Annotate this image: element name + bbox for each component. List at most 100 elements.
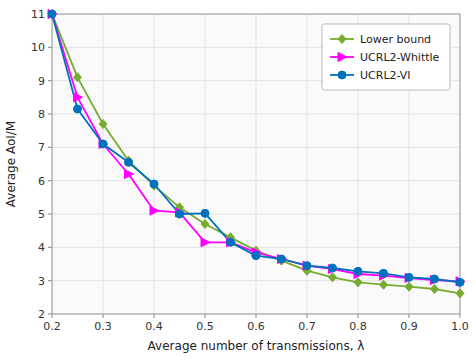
y-grid-line bbox=[52, 180, 460, 181]
y-tick-label: 3 bbox=[38, 275, 45, 288]
x-grid-line bbox=[154, 14, 155, 314]
point bbox=[150, 180, 158, 188]
point bbox=[99, 140, 108, 149]
legend-marker bbox=[338, 53, 347, 62]
y-tick-label: 8 bbox=[38, 108, 45, 121]
x-tick-label: 0.2 bbox=[43, 320, 61, 333]
point bbox=[74, 105, 82, 113]
x-tick-label: 0.3 bbox=[94, 320, 112, 333]
y-grid-line bbox=[52, 114, 460, 115]
point bbox=[456, 277, 465, 286]
point bbox=[405, 282, 413, 291]
x-axis-label: Average number of transmissions, λ bbox=[148, 339, 365, 353]
x-tick bbox=[358, 314, 359, 318]
x-grid-line bbox=[205, 14, 206, 314]
series-line bbox=[52, 14, 460, 293]
y-tick bbox=[48, 147, 52, 148]
legend-label: Lower bound bbox=[360, 33, 431, 46]
point bbox=[456, 289, 464, 298]
point bbox=[405, 273, 413, 281]
chart: 0.2 0.3 0.4 0.5 0.6 0.7 0.8 0.9 1.0 2 3 4 5 6 7 8 9 10 11 A… bbox=[0, 0, 476, 360]
x-tick bbox=[409, 314, 410, 318]
point bbox=[48, 10, 56, 18]
x-tick-label: 0.8 bbox=[349, 320, 367, 333]
point bbox=[303, 262, 311, 270]
legend-marker bbox=[338, 71, 346, 79]
y-tick-label: 5 bbox=[38, 208, 45, 221]
y-axis-label: Average AoI/M bbox=[4, 121, 18, 207]
point bbox=[278, 255, 287, 264]
point bbox=[74, 73, 82, 82]
point bbox=[380, 269, 388, 277]
point bbox=[329, 264, 337, 272]
plot-frame bbox=[52, 14, 460, 314]
x-tick bbox=[205, 314, 206, 318]
y-tick bbox=[48, 247, 52, 248]
point bbox=[99, 140, 107, 148]
x-tick-label: 0.9 bbox=[400, 320, 418, 333]
y-tick-label: 11 bbox=[31, 8, 45, 21]
x-tick bbox=[307, 314, 308, 318]
point bbox=[125, 170, 134, 179]
x-grid-line bbox=[256, 14, 257, 314]
y-tick-label: 4 bbox=[38, 241, 45, 254]
series-line bbox=[52, 14, 460, 282]
x-tick-label: 0.7 bbox=[298, 320, 316, 333]
lines bbox=[52, 14, 460, 293]
y-tick-label: 7 bbox=[38, 141, 45, 154]
x-tick-label: 0.5 bbox=[196, 320, 214, 333]
y-tick bbox=[48, 314, 52, 315]
point bbox=[74, 93, 83, 102]
y-tick bbox=[48, 114, 52, 115]
point bbox=[431, 276, 440, 285]
axes: 0.2 0.3 0.4 0.5 0.6 0.7 0.8 0.9 1.0 2 3 4 5 6 7 8 9 10 11 bbox=[31, 8, 469, 333]
x-tick bbox=[460, 314, 461, 318]
y-grid-line bbox=[52, 147, 460, 148]
x-tick-label: 0.6 bbox=[247, 320, 265, 333]
point bbox=[201, 209, 209, 217]
plot-background bbox=[52, 14, 460, 314]
point bbox=[176, 210, 184, 218]
y-tick-label: 10 bbox=[31, 41, 45, 54]
y-tick-label: 9 bbox=[38, 75, 45, 88]
point bbox=[150, 206, 159, 215]
x-tick bbox=[52, 314, 53, 318]
y-tick bbox=[48, 214, 52, 215]
point bbox=[201, 238, 210, 247]
y-grid-line bbox=[52, 214, 460, 215]
x-tick-label: 0.4 bbox=[145, 320, 163, 333]
x-grid-line bbox=[103, 14, 104, 314]
legend-marker bbox=[338, 35, 346, 44]
y-tick bbox=[48, 180, 52, 181]
y-tick-label: 2 bbox=[38, 308, 45, 321]
x-tick bbox=[103, 314, 104, 318]
grid bbox=[52, 14, 460, 314]
point bbox=[99, 120, 107, 129]
point bbox=[48, 10, 57, 19]
x-tick bbox=[256, 314, 257, 318]
point bbox=[354, 278, 362, 287]
point bbox=[227, 238, 235, 246]
point bbox=[431, 275, 439, 283]
point bbox=[329, 273, 337, 282]
point bbox=[252, 252, 260, 260]
point bbox=[329, 265, 338, 274]
legend: Lower bound UCRL2-Whittle UCRL2-VI bbox=[322, 24, 450, 90]
y-tick-label: 6 bbox=[38, 175, 45, 188]
y-tick bbox=[48, 280, 52, 281]
legend-label: UCRL2-Whittle bbox=[360, 51, 440, 64]
point bbox=[354, 267, 362, 275]
series-line bbox=[52, 14, 460, 281]
point bbox=[48, 10, 56, 19]
point bbox=[303, 261, 312, 270]
y-tick bbox=[48, 47, 52, 48]
point bbox=[227, 238, 236, 247]
point bbox=[201, 220, 209, 229]
x-tick bbox=[154, 314, 155, 318]
point bbox=[278, 255, 286, 263]
point bbox=[125, 158, 133, 166]
point bbox=[431, 285, 439, 294]
point bbox=[405, 274, 414, 283]
x-tick-label: 1.0 bbox=[451, 320, 469, 333]
legend-label: UCRL2-VI bbox=[360, 69, 411, 82]
